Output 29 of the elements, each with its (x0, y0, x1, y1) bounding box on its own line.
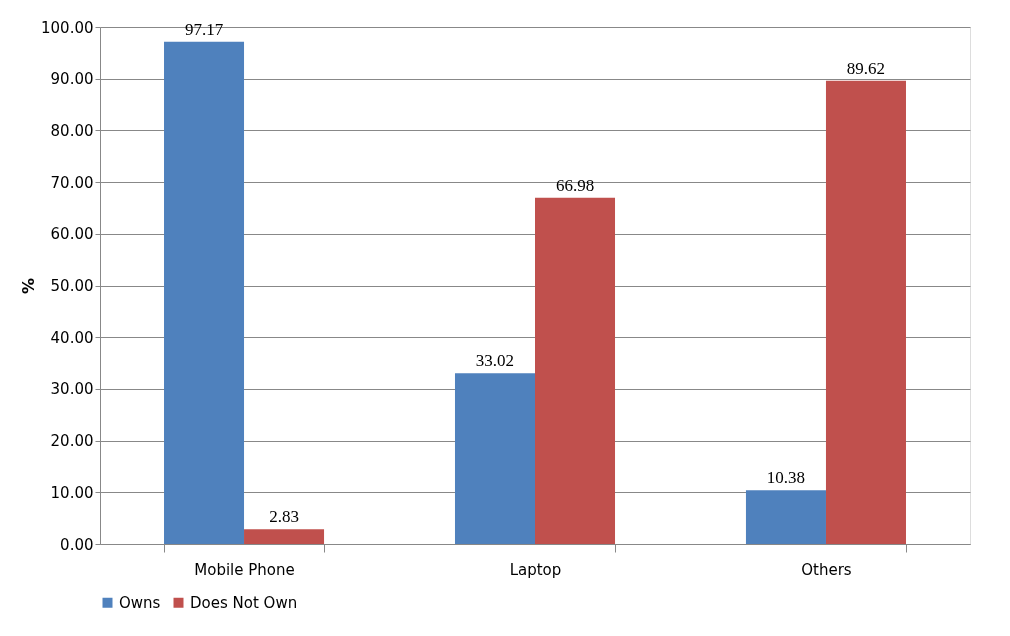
x-tick-label: Mobile Phone (194, 560, 295, 579)
bar (745, 490, 826, 544)
x-tick-label: Laptop (509, 560, 562, 579)
y-tick-label: 100.00 (41, 18, 94, 37)
bar (535, 197, 616, 544)
legend-label: Does Not Own (190, 593, 298, 612)
x-tick-label: Others (801, 560, 852, 579)
legend-label: Owns (119, 593, 161, 612)
data-label: 33.02 (475, 351, 515, 371)
data-label: 66.98 (555, 175, 595, 195)
y-axis-title: % (19, 277, 39, 295)
y-tick-label: 80.00 (50, 121, 94, 140)
bar (454, 373, 535, 544)
data-label: 2.83 (269, 507, 299, 527)
y-tick-label: 30.00 (50, 380, 94, 399)
y-tick-label: 20.00 (50, 432, 94, 451)
y-tick-label: 10.00 (50, 483, 94, 502)
data-label: 10.38 (766, 468, 806, 488)
bar (244, 529, 325, 544)
bar (825, 80, 906, 544)
y-tick-label: 50.00 (50, 277, 94, 295)
y-tick-label: 60.00 (50, 225, 94, 244)
bar (164, 41, 245, 544)
y-tick-label: 70.00 (50, 173, 94, 192)
y-tick-label: 90.00 (50, 70, 94, 89)
y-tick-label: 40.00 (50, 328, 94, 347)
y-tick-label: 0.00 (60, 535, 94, 554)
data-label: 89.62 (846, 58, 886, 78)
data-label: 97.17 (184, 19, 224, 39)
